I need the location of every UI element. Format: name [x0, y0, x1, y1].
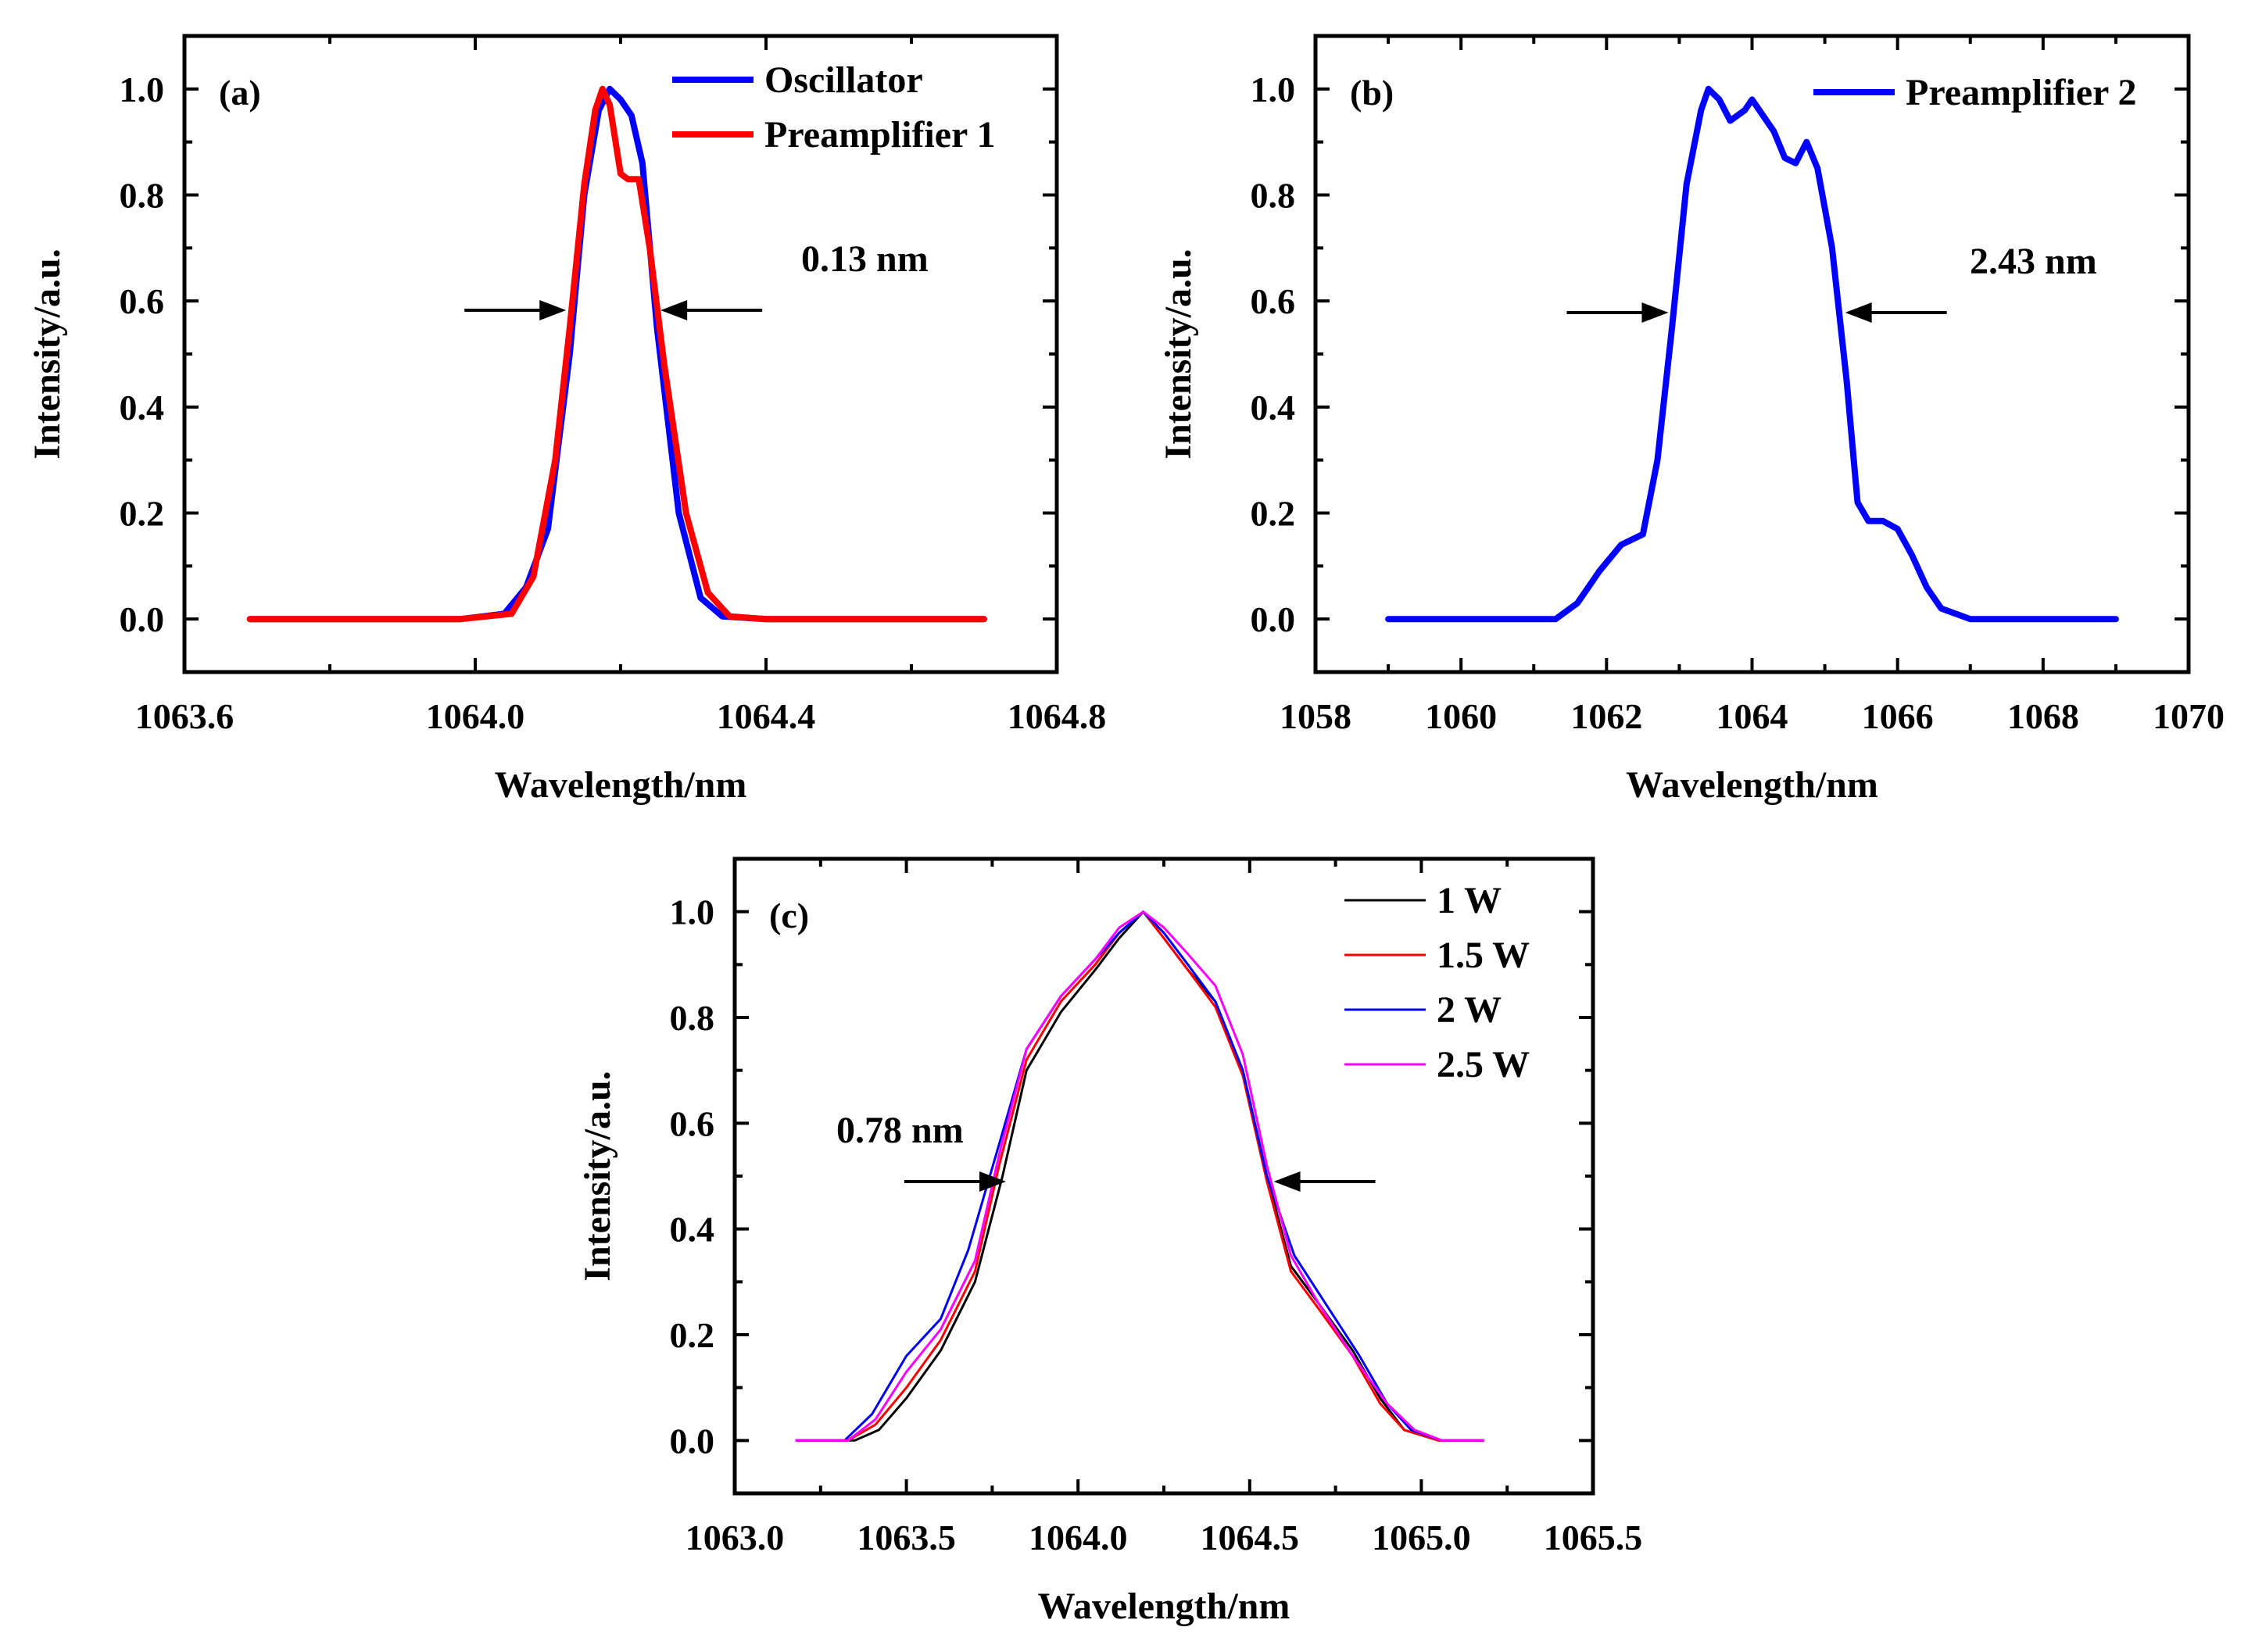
y-axis-title: Intensity/a.u.	[27, 249, 68, 459]
x-tick-label: 1064	[1716, 696, 1788, 736]
x-tick-label: 1064.5	[1201, 1518, 1300, 1557]
legend-label: Preamplifier 1	[764, 114, 995, 156]
x-tick-label: 1064.8	[1008, 696, 1107, 736]
chart-panel-c: 1063.0 1063.5 1064.0 1064.5 1065.0 1065.5 0.0 0…	[577, 856, 1643, 1627]
series-line-1-5-w	[795, 910, 1484, 1442]
y-tick-label: 0.6	[1251, 281, 1296, 321]
legend-label: 2.5 W	[1437, 1044, 1530, 1085]
fwhm-arrowhead-left	[539, 300, 567, 320]
x-tick-label: 1062	[1570, 696, 1642, 736]
series-line-preamplifier-2	[1385, 85, 2119, 623]
x-tick-label: 1063.6	[135, 696, 234, 736]
y-tick-label: 0.0	[1251, 599, 1296, 639]
x-tick-label: 1063.5	[857, 1518, 956, 1557]
panel-label: (b)	[1350, 73, 1394, 113]
y-tick-label: 1.0	[670, 892, 715, 932]
series-line-2-5-w	[795, 910, 1484, 1442]
y-axis-title: Intensity/a.u.	[1158, 249, 1199, 459]
x-tick-label: 1060	[1425, 696, 1497, 736]
legend-label: 1 W	[1437, 880, 1502, 921]
y-tick-label: 0.6	[120, 281, 165, 321]
fwhm-arrowhead-left	[1641, 302, 1669, 323]
fwhm-arrowhead-right	[1273, 1171, 1301, 1192]
chart-panel-a: 1063.6 1064.0 1064.4 1064.8 0.0 0.2 0.4 0.6 0.8 1…	[27, 34, 1107, 806]
y-tick-label: 0.0	[670, 1421, 715, 1461]
fwhm-label: 0.13 nm	[801, 238, 929, 280]
y-tick-label: 0.4	[120, 388, 165, 427]
y-tick-label: 0.2	[670, 1315, 715, 1355]
y-tick-label: 0.4	[1251, 388, 1296, 427]
legend-label: Preamplifier 2	[1906, 72, 2136, 113]
panel-label: (c)	[769, 896, 809, 935]
x-axis-title: Wavelength/nm	[1038, 1586, 1290, 1627]
fwhm-label: 0.78 nm	[836, 1110, 964, 1151]
x-tick-label: 1064.0	[1029, 1518, 1128, 1557]
y-tick-label: 0.8	[120, 176, 165, 216]
chart-panel-b: 1058 1060 1062 1064 1066 1068 1070 0.0 0.2 0.4 0.6…	[1158, 34, 2225, 806]
y-tick-label: 0.4	[670, 1210, 715, 1250]
fwhm-arrowhead-right	[660, 300, 688, 320]
y-tick-label: 0.8	[670, 998, 715, 1038]
legend-label: 1.5 W	[1437, 935, 1530, 976]
y-tick-label: 1.0	[120, 70, 165, 109]
x-tick-label: 1070	[2153, 696, 2225, 736]
y-tick-label: 0.6	[670, 1103, 715, 1143]
x-tick-label: 1065.5	[1544, 1518, 1643, 1557]
panel-label: (a)	[219, 73, 261, 113]
x-tick-label: 1063.0	[685, 1518, 785, 1557]
legend-label: 2 W	[1437, 989, 1502, 1031]
series-line-1-w	[795, 910, 1484, 1442]
fwhm-label: 2.43 nm	[1970, 241, 2097, 282]
x-tick-label: 1064.4	[717, 696, 816, 736]
legend-label: Oscillator	[764, 59, 923, 101]
y-tick-label: 0.8	[1251, 176, 1296, 216]
y-tick-label: 0.0	[120, 599, 165, 639]
series-line-2-w	[795, 910, 1484, 1442]
y-tick-label: 1.0	[1251, 70, 1296, 109]
series-line-preamplifier-1	[246, 85, 987, 623]
x-axis-title: Wavelength/nm	[495, 764, 747, 806]
fwhm-arrowhead-left	[979, 1171, 1006, 1192]
x-axis-title: Wavelength/nm	[1626, 764, 1878, 806]
fwhm-arrowhead-right	[1845, 302, 1872, 323]
y-tick-label: 0.2	[120, 494, 165, 534]
plot-frame	[1313, 34, 2191, 674]
x-tick-label: 1064.0	[426, 696, 525, 736]
x-tick-label: 1058	[1280, 696, 1351, 736]
x-tick-label: 1068	[2007, 696, 2079, 736]
x-tick-label: 1066	[1862, 696, 1934, 736]
y-tick-label: 0.2	[1251, 494, 1296, 534]
x-tick-label: 1065.0	[1372, 1518, 1471, 1557]
y-axis-title: Intensity/a.u.	[577, 1071, 618, 1281]
